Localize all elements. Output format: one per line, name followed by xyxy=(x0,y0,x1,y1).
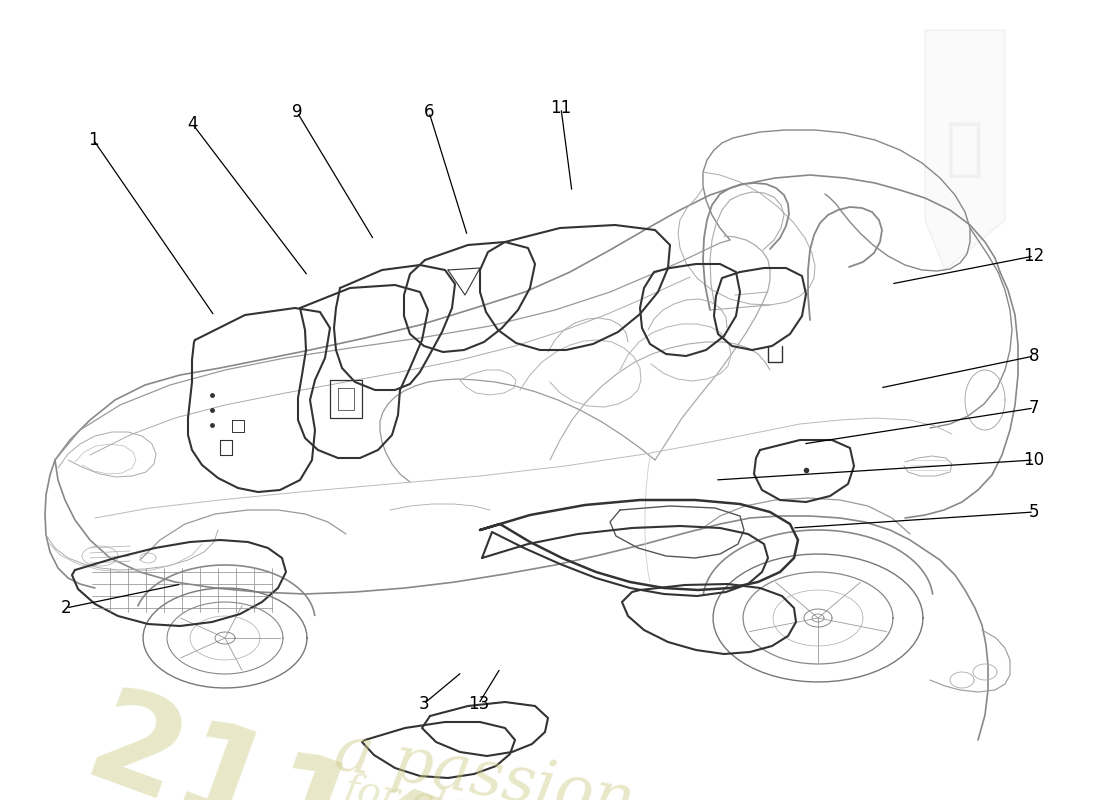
Polygon shape xyxy=(925,30,1005,270)
Text: 🐴: 🐴 xyxy=(946,120,983,180)
Text: 5: 5 xyxy=(1028,503,1040,521)
Text: 11: 11 xyxy=(550,99,572,117)
Text: 10: 10 xyxy=(1023,451,1045,469)
Text: 6: 6 xyxy=(424,103,434,121)
Text: 12: 12 xyxy=(1023,247,1045,265)
Text: 13: 13 xyxy=(468,695,490,713)
Text: 3: 3 xyxy=(418,695,429,713)
Text: a passion: a passion xyxy=(330,720,639,800)
Text: 7: 7 xyxy=(1028,399,1040,417)
Text: 2: 2 xyxy=(60,599,72,617)
Text: 2114: 2114 xyxy=(70,680,459,800)
Text: 8: 8 xyxy=(1028,347,1040,365)
Text: for classics: for classics xyxy=(340,770,563,800)
Text: 1: 1 xyxy=(88,131,99,149)
Text: 9: 9 xyxy=(292,103,302,121)
Text: 4: 4 xyxy=(187,115,198,133)
